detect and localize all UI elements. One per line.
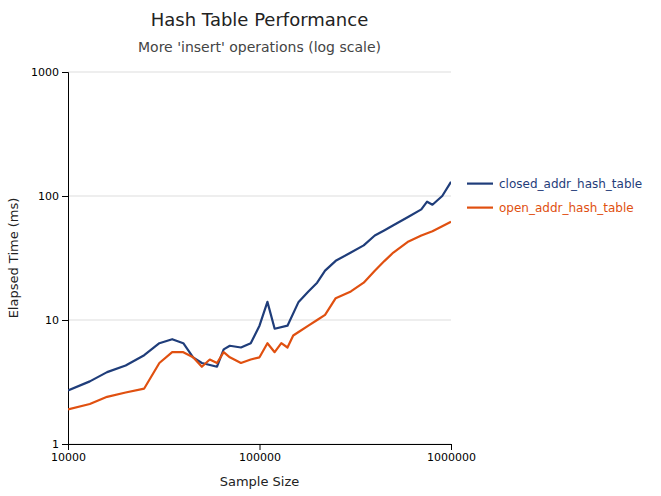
tick-mark	[62, 444, 68, 445]
grid-line	[68, 72, 451, 73]
series-line	[68, 182, 451, 391]
tick: 100	[38, 190, 68, 203]
tick: 1	[52, 438, 68, 451]
tick-mark	[62, 320, 68, 321]
tick-mark	[62, 196, 68, 197]
tick-label: 10000	[51, 451, 86, 464]
grid-line	[68, 196, 451, 197]
tick: 1000000	[427, 444, 476, 464]
lines	[68, 182, 451, 410]
tick-label: 1000000	[427, 451, 476, 464]
title: Hash Table Performance	[151, 9, 368, 30]
axis-line	[62, 73, 69, 445]
legend-label: open_addr_hash_table	[499, 201, 634, 215]
y-axis: 1 10 100 1000	[31, 66, 69, 451]
tick: 100000	[239, 444, 281, 464]
x-axis-title: Sample Size	[220, 474, 300, 489]
grid-line	[68, 320, 451, 321]
legend-swatch	[467, 207, 493, 209]
legend-item: closed_addr_hash_table	[467, 177, 642, 191]
legend-label: closed_addr_hash_table	[499, 177, 642, 191]
plot: 10000 100000 1000000 1 10 100 1000 Sample Size E…	[6, 66, 476, 489]
tick-mark	[62, 72, 68, 73]
axis-line	[69, 445, 452, 451]
tick-label: 1	[52, 438, 59, 451]
y-axis-title: Elapsed Time (ms)	[6, 198, 21, 319]
tick-label: 1000	[31, 66, 59, 79]
tick: 10	[45, 314, 68, 327]
tick-label: 100	[38, 190, 59, 203]
tick-mark	[260, 444, 261, 450]
tick: 1000	[31, 66, 68, 79]
tick-label: 10	[45, 314, 59, 327]
subtitle: More 'insert' operations (log scale)	[138, 39, 381, 55]
grid	[68, 72, 451, 444]
legend-swatch	[467, 183, 493, 185]
series-line	[68, 222, 451, 410]
legend: closed_addr_hash_table open_addr_hash_tab…	[467, 177, 642, 215]
chart: 10000 100000 1000000 1 10 100 1000 Sample Size E…	[0, 0, 661, 496]
legend-item: open_addr_hash_table	[467, 201, 634, 215]
tick-label: 100000	[239, 451, 281, 464]
x-axis: 10000 100000 1000000	[51, 444, 476, 464]
tick-mark	[451, 444, 452, 450]
